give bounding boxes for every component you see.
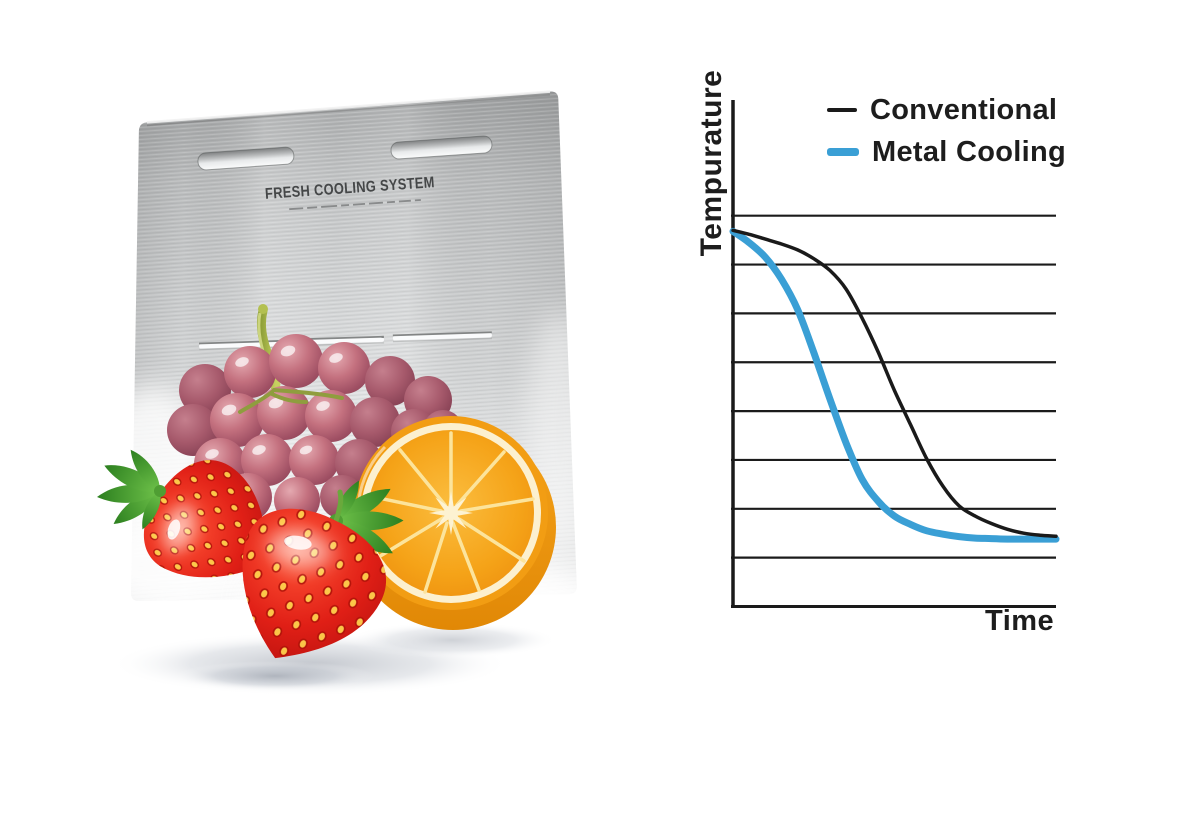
- grape: [224, 346, 276, 398]
- product-photo: FRESH COOLING SYSTEM: [90, 90, 600, 696]
- plate-vent-left: [197, 146, 295, 171]
- legend-row-conventional: Conventional: [827, 90, 1066, 130]
- plate-fine-print: [289, 199, 421, 211]
- grape: [289, 435, 339, 485]
- legend-row-metal-cooling: Metal Cooling: [827, 132, 1066, 172]
- orange-half: [350, 416, 556, 630]
- grape: [241, 434, 293, 486]
- strawberry-back: [97, 441, 300, 616]
- grape: [318, 342, 370, 394]
- grape: [350, 397, 400, 447]
- x-axis-label: Time: [985, 605, 1055, 637]
- grape: [269, 334, 323, 388]
- strawberry-back-calyx: [97, 444, 167, 532]
- grape-twigs: [238, 388, 344, 414]
- plate-slot-right: [392, 331, 493, 343]
- fruit-shadow: [110, 622, 557, 696]
- chart-legend: Conventional Metal Cooling: [827, 90, 1066, 172]
- grape: [257, 386, 311, 440]
- plate-top-shade: [146, 93, 551, 127]
- conventional-curve: [731, 228, 1058, 538]
- legend-label-conventional: Conventional: [870, 93, 1058, 126]
- grape: [365, 356, 415, 406]
- metal-cooling-line-swatch: [827, 148, 859, 156]
- metal-cooling-curve: [729, 227, 1060, 543]
- legend-label-metal-cooling: Metal Cooling: [872, 135, 1066, 168]
- y-axis-label: Tempurature: [695, 69, 728, 257]
- plate-vent-right: [390, 135, 493, 160]
- orange-core-star: [429, 491, 473, 535]
- plate-top-bevel: [146, 90, 551, 124]
- chart-gridlines: [731, 214, 1056, 559]
- grape: [305, 390, 357, 442]
- conventional-line-swatch: [827, 108, 857, 112]
- strawberry-front: [205, 489, 404, 689]
- plate-groove-slots: [198, 331, 493, 351]
- orange-segments: [367, 431, 535, 594]
